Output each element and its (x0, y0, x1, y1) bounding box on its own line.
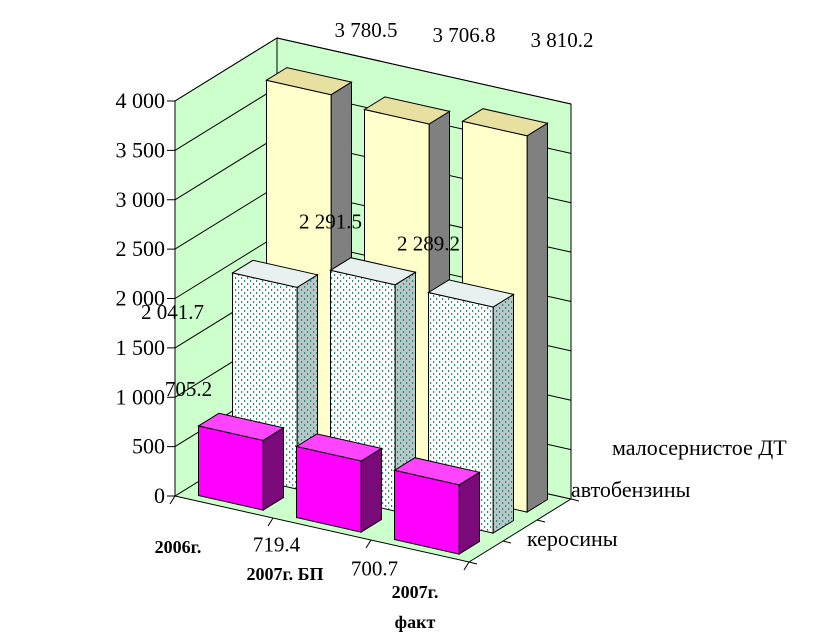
series-label: автобензины (571, 477, 691, 502)
gridline (174, 37, 572, 105)
category-label: 2006г. (155, 537, 202, 557)
bar-top-face (329, 257, 417, 286)
z-tick-mark (502, 540, 512, 544)
bar-side-face (526, 122, 548, 513)
category-label: 2007г. факт (392, 582, 439, 632)
series-label: малосернистое ДТ (612, 435, 787, 460)
x-tick-mark (463, 561, 470, 571)
data-label: 2 289.2 (397, 231, 460, 255)
z-tick-mark (468, 561, 478, 565)
bar-0-1 (295, 433, 383, 533)
y-tick-label: 0 (154, 483, 165, 508)
x-tick-mark (169, 495, 176, 505)
data-label: 719.4 (253, 532, 301, 556)
bar-top-face (461, 108, 549, 137)
z-tick-mark (536, 519, 546, 523)
bar-top-face (393, 457, 481, 486)
data-label: 3 780.5 (335, 18, 398, 42)
y-tick-label: 1 500 (116, 335, 166, 360)
y-tick-label: 2 000 (116, 286, 166, 311)
z-tick-mark (570, 498, 580, 502)
data-label: 2 291.5 (299, 209, 362, 233)
x-tick-mark (267, 517, 274, 527)
bar-0-0 (197, 412, 285, 511)
bar-top-face (265, 67, 353, 96)
chart-labels: 0 500 1 000 1 500 2 000 2 500 3 000 3 500 4 000 3… (116, 18, 788, 632)
data-label: 705.2 (165, 377, 212, 401)
y-tick-label: 2 500 (116, 236, 166, 261)
bar-side-face (458, 471, 480, 555)
bar-top-face (197, 412, 285, 441)
chart-bars (197, 67, 549, 555)
bar-side-face (492, 293, 514, 534)
y-tick-label: 3 500 (116, 137, 166, 162)
bar-top-face (295, 433, 383, 462)
data-label: 3 810.2 (531, 28, 594, 52)
bar-top-face (427, 279, 515, 308)
bar-side-face (360, 447, 382, 533)
y-tick-label: 4 000 (116, 88, 166, 113)
data-label: 700.7 (351, 556, 398, 580)
bar-side-face (262, 426, 284, 511)
y-tick-label: 1 000 (116, 384, 166, 409)
bar-top-face (363, 96, 451, 125)
bar-front-face (296, 445, 362, 533)
data-label: 3 706.8 (433, 23, 496, 47)
data-label: 2 041.7 (141, 300, 204, 324)
series-label: керосины (527, 526, 618, 551)
bar-top-face (231, 259, 319, 288)
y-tick-label: 500 (132, 434, 165, 459)
x-tick-mark (365, 539, 372, 549)
y-tick-label: 3 000 (116, 187, 166, 212)
category-label: 2007г. БП (246, 564, 323, 584)
bar-0-2 (393, 457, 481, 555)
